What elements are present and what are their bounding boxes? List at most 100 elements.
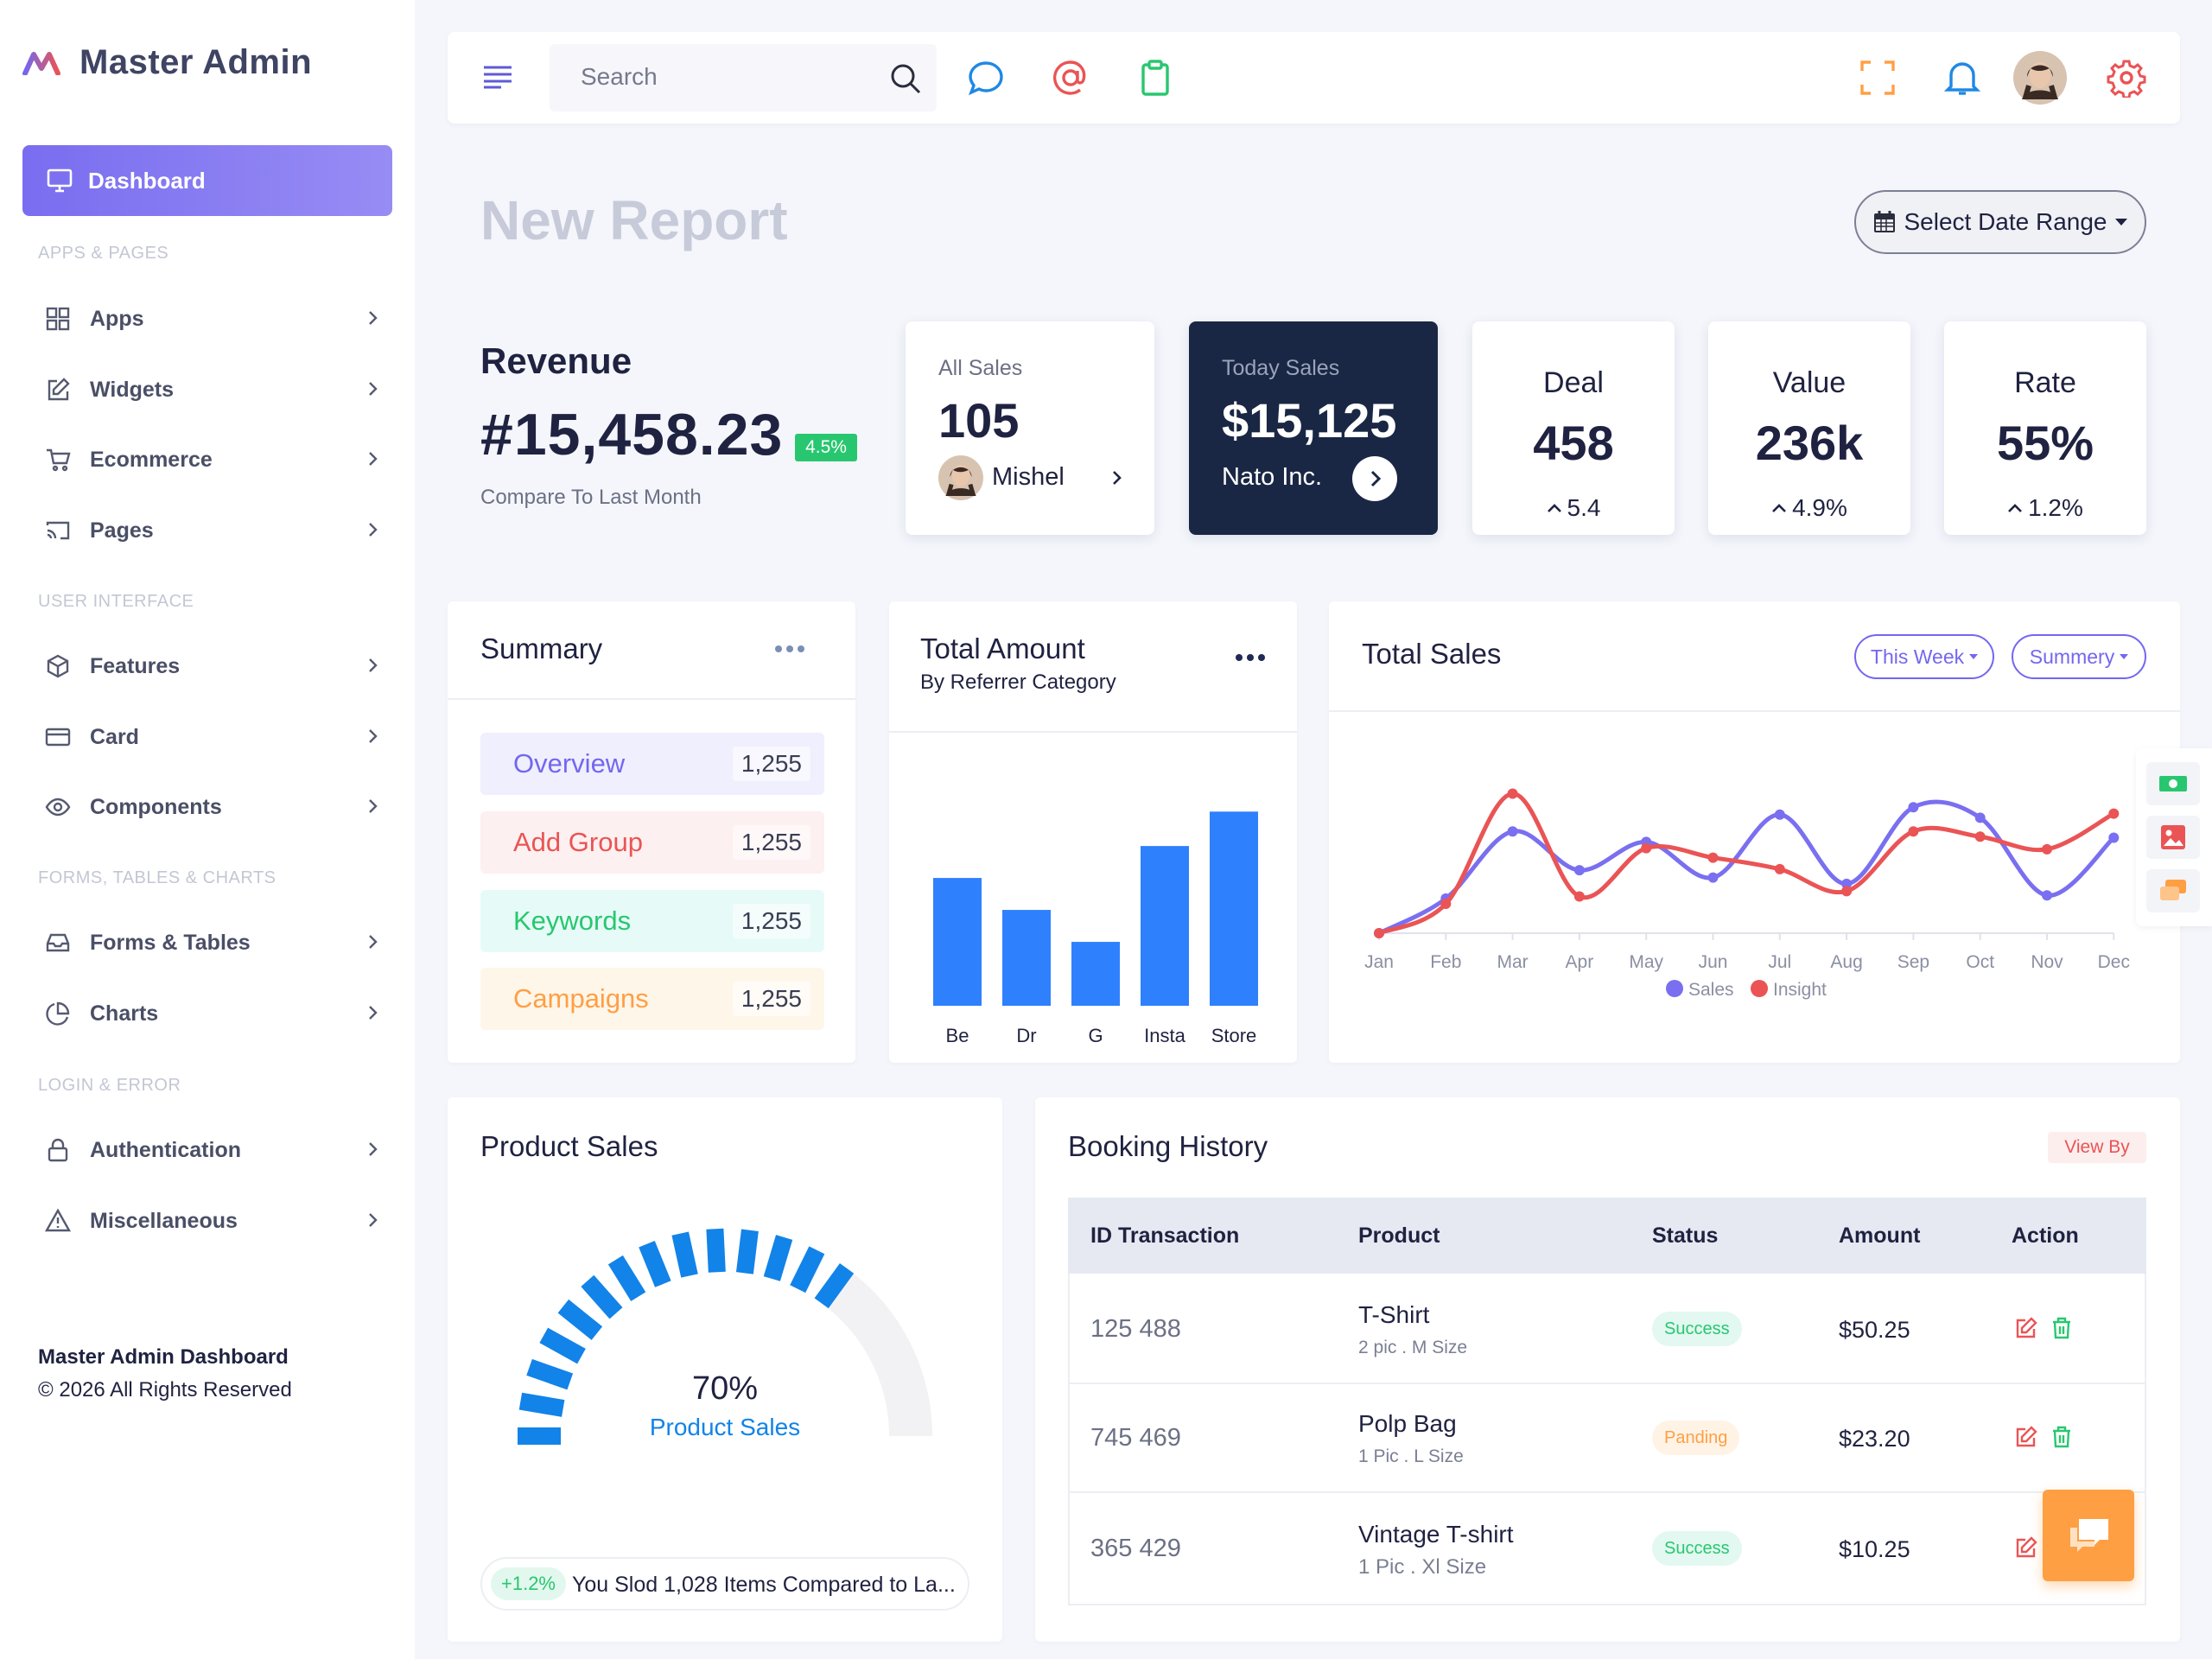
sidebar-footer: Master Admin Dashboard © 2026 All Rights… [38,1341,292,1407]
arrow-right-icon[interactable] [1351,455,1398,502]
search-placeholder: Search [581,63,658,90]
money-button[interactable] [2146,762,2200,805]
chevron-right-icon [369,729,378,743]
menu-icon[interactable] [482,65,513,89]
summary-panel: Summary Overview 1,255 Add Group 1,255 K… [448,601,855,1063]
select-date-range-button[interactable]: Select Date Range [1854,190,2146,254]
avatar[interactable] [2013,51,2067,105]
chevron-right-icon[interactable] [1111,468,1123,487]
comments-button[interactable] [2146,869,2200,912]
column-header[interactable]: Product [1358,1224,1440,1248]
clipboard-icon[interactable] [1135,58,1175,98]
sidebar-item-miscellaneous[interactable]: Miscellaneous [45,1199,391,1243]
caret-down-icon [2114,219,2127,226]
gauge-percent: 70% [691,1370,759,1407]
status-badge: Success [1652,1531,1742,1566]
series-line [1377,791,2115,936]
x-tick-label: Sep [1897,952,1929,972]
summary-row-count: 1,255 [732,825,810,860]
data-point [1374,928,1384,938]
deal-card[interactable]: Deal 458 5.4 [1472,321,1675,535]
edit-icon[interactable] [2015,1317,2037,1339]
search-icon[interactable] [888,61,923,96]
image-icon [2161,825,2185,849]
column-header[interactable]: Status [1652,1224,1719,1248]
summary-row-count: 1,255 [732,747,810,781]
stat-value: 458 [1533,416,1614,470]
sidebar-item-label: Widgets [90,377,174,402]
sidebar-item-card[interactable]: Card [45,715,391,759]
column-header[interactable]: Action [2012,1224,2079,1248]
gauge-tick [557,1299,603,1340]
sidebar-item-apps[interactable]: Apps [45,297,391,340]
total-sales-panel: Total Sales This Week Summery Jan Feb Mar A… [1329,601,2180,1063]
edit-icon [48,378,70,401]
comments-icon [2160,880,2186,900]
x-tick-label: Nov [2031,952,2063,972]
image-button[interactable] [2146,816,2200,859]
sidebar-item-widgets[interactable]: Widgets [45,368,391,411]
sidebar-item-ecommerce[interactable]: Ecommerce [45,438,391,481]
footer-copyright: © 2026 All Rights Reserved [38,1378,292,1402]
summary-row-overview[interactable]: Overview 1,255 [480,733,824,795]
more-horizontal-icon[interactable] [774,645,805,653]
gauge-chart [516,1227,932,1445]
summary-row-add-group[interactable]: Add Group 1,255 [480,811,824,874]
chat-fab-button[interactable] [2043,1490,2134,1581]
summary-row-campaigns[interactable]: Campaigns 1,255 [480,968,824,1030]
value-card[interactable]: Value 236k 4.9% [1708,321,1910,535]
all-sales-card[interactable]: All Sales 105 Mishel [906,321,1154,535]
sidebar-item-charts[interactable]: Charts [45,992,391,1035]
chevron-right-icon [369,523,378,537]
stat-title: Deal [1543,366,1604,399]
rate-card[interactable]: Rate 55% 1.2% [1944,321,2146,535]
table-row[interactable]: 745 469 Polp Bag 1 Pic . L Size Panding … [1068,1384,2146,1491]
trash-icon[interactable] [2051,1426,2072,1448]
column-header[interactable]: Amount [1839,1224,1921,1248]
column-header[interactable]: ID Transaction [1090,1224,1240,1248]
section-label-apps: APPS & PAGES [38,244,169,263]
gauge-tick [763,1235,793,1281]
comments-icon [2070,1519,2108,1552]
today-sales-card[interactable]: Today Sales $15,125 Nato Inc. [1189,321,1438,535]
sidebar-item-components[interactable]: Components [45,785,391,829]
chat-icon[interactable] [966,58,1006,98]
gauge-tick [607,1255,646,1301]
monitor-icon [47,168,73,193]
data-point [2108,832,2120,843]
sidebar-item-label: Ecommerce [90,447,213,472]
at-sign-icon[interactable] [1051,58,1090,98]
sidebar-item-label: Pages [90,518,154,543]
eye-icon [45,798,71,817]
this-week-dropdown[interactable]: This Week [1854,634,1994,679]
gear-icon[interactable] [2107,58,2146,98]
chevron-right-icon [369,799,378,813]
money-icon [2159,776,2187,791]
product-detail: 2 pic . M Size [1358,1338,1468,1357]
today-sales-label: Today Sales [1222,356,1340,380]
sidebar-item-label: Forms & Tables [90,930,251,955]
table-row[interactable]: 125 488 T-Shirt 2 pic . M Size Success $… [1068,1274,2146,1382]
brand-logo[interactable]: Master Admin [22,43,312,82]
product-sales-footer-text: You Slod 1,028 Items Compared to La... [572,1573,956,1597]
fullscreen-icon[interactable] [1858,58,1897,98]
sidebar-item-dashboard[interactable]: Dashboard [22,145,392,216]
sidebar-item-features[interactable]: Features [45,645,391,688]
summary-row-keywords[interactable]: Keywords 1,255 [480,890,824,952]
caret-up-icon [1547,504,1561,512]
sidebar-item-authentication[interactable]: Authentication [45,1128,391,1172]
bell-icon[interactable] [1942,58,1982,98]
sidebar-item-forms-tables[interactable]: Forms & Tables [45,921,391,964]
search-input[interactable]: Search [550,44,937,111]
more-horizontal-icon[interactable] [1235,653,1266,662]
edit-icon[interactable] [2015,1426,2037,1448]
all-sales-value: 105 [938,393,1020,448]
view-by-button[interactable]: View By [2048,1132,2146,1163]
summery-dropdown[interactable]: Summery [2012,634,2146,679]
legend-label: Insight [1773,980,1827,1000]
trash-icon[interactable] [2051,1317,2072,1339]
sidebar-item-pages[interactable]: Pages [45,509,391,552]
edit-icon[interactable] [2015,1536,2037,1559]
table-row[interactable]: 365 429 Vintage T-shirt 1 Pic . Xl Size … [1068,1493,2146,1604]
gauge-tick [671,1231,698,1278]
